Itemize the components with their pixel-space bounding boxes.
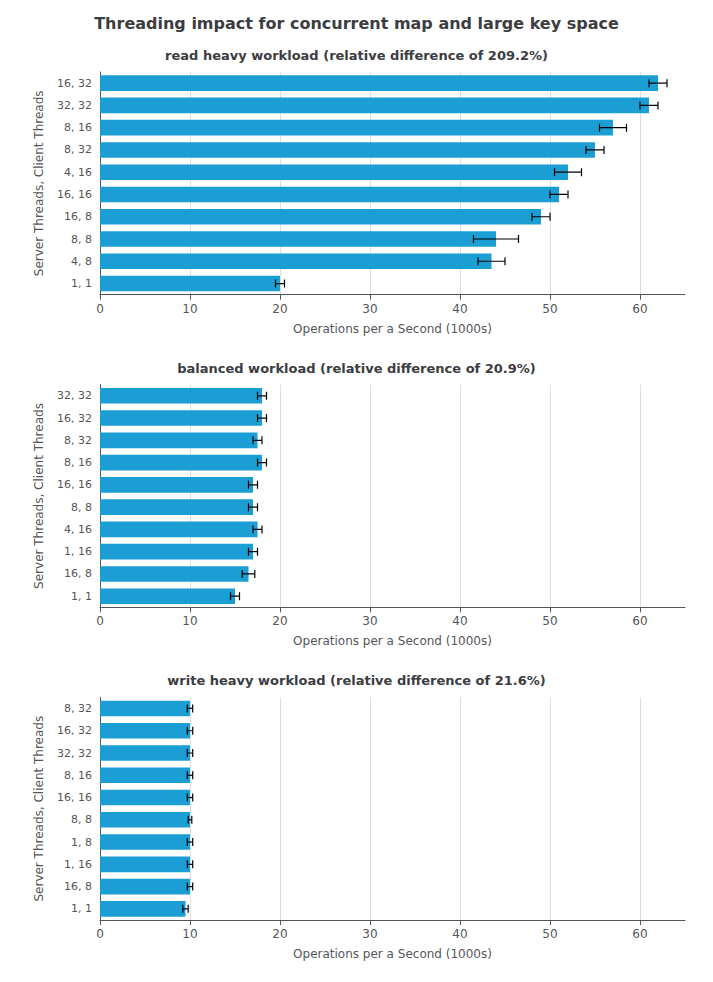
svg-text:write heavy workload (relative: write heavy workload (relative differenc… bbox=[167, 673, 545, 688]
svg-text:8, 32: 8, 32 bbox=[64, 143, 92, 156]
svg-text:8, 32: 8, 32 bbox=[64, 434, 92, 447]
svg-text:60: 60 bbox=[632, 302, 647, 316]
svg-text:8, 8: 8, 8 bbox=[71, 813, 92, 826]
svg-text:16, 8: 16, 8 bbox=[64, 880, 92, 893]
svg-text:1, 1: 1, 1 bbox=[71, 590, 92, 603]
svg-text:20: 20 bbox=[272, 614, 287, 628]
svg-text:Operations per a Second (1000s: Operations per a Second (1000s) bbox=[293, 322, 492, 336]
svg-text:16, 16: 16, 16 bbox=[57, 478, 92, 491]
svg-text:Threading impact for concurren: Threading impact for concurrent map and … bbox=[94, 14, 619, 33]
svg-text:50: 50 bbox=[542, 302, 557, 316]
svg-text:30: 30 bbox=[362, 302, 377, 316]
svg-text:8, 16: 8, 16 bbox=[64, 456, 92, 469]
svg-text:16, 8: 16, 8 bbox=[64, 567, 92, 580]
svg-text:16, 16: 16, 16 bbox=[57, 188, 92, 201]
svg-text:16, 8: 16, 8 bbox=[64, 210, 92, 223]
svg-text:8, 16: 8, 16 bbox=[64, 769, 92, 782]
svg-text:40: 40 bbox=[452, 302, 467, 316]
svg-text:Server Threads, Client Threads: Server Threads, Client Threads bbox=[32, 90, 46, 276]
svg-text:Operations per a Second (1000s: Operations per a Second (1000s) bbox=[293, 634, 492, 648]
svg-text:10: 10 bbox=[182, 302, 197, 316]
svg-text:0: 0 bbox=[96, 614, 104, 628]
svg-text:32, 32: 32, 32 bbox=[57, 389, 92, 402]
svg-text:40: 40 bbox=[452, 614, 467, 628]
svg-text:16, 32: 16, 32 bbox=[57, 412, 92, 425]
svg-text:0: 0 bbox=[96, 927, 104, 941]
svg-text:60: 60 bbox=[632, 927, 647, 941]
svg-text:4, 16: 4, 16 bbox=[64, 523, 92, 536]
svg-text:0: 0 bbox=[96, 302, 104, 316]
svg-text:50: 50 bbox=[542, 927, 557, 941]
svg-text:16, 16: 16, 16 bbox=[57, 791, 92, 804]
svg-text:16, 32: 16, 32 bbox=[57, 724, 92, 737]
svg-text:32, 32: 32, 32 bbox=[57, 747, 92, 760]
svg-text:32, 32: 32, 32 bbox=[57, 99, 92, 112]
svg-text:40: 40 bbox=[452, 927, 467, 941]
svg-text:Operations per a Second (1000s: Operations per a Second (1000s) bbox=[293, 947, 492, 961]
svg-text:1, 16: 1, 16 bbox=[64, 545, 92, 558]
svg-text:30: 30 bbox=[362, 927, 377, 941]
svg-text:8, 8: 8, 8 bbox=[71, 501, 92, 514]
svg-text:Server Threads, Client Threads: Server Threads, Client Threads bbox=[32, 716, 46, 902]
svg-text:50: 50 bbox=[542, 614, 557, 628]
svg-text:8, 8: 8, 8 bbox=[71, 233, 92, 246]
svg-text:1, 8: 1, 8 bbox=[71, 836, 92, 849]
svg-text:4, 8: 4, 8 bbox=[71, 255, 92, 268]
svg-text:60: 60 bbox=[632, 614, 647, 628]
svg-text:10: 10 bbox=[182, 614, 197, 628]
svg-text:Server Threads, Client Threads: Server Threads, Client Threads bbox=[32, 403, 46, 589]
svg-text:10: 10 bbox=[182, 927, 197, 941]
svg-text:1, 16: 1, 16 bbox=[64, 858, 92, 871]
svg-text:1, 1: 1, 1 bbox=[71, 277, 92, 290]
svg-text:balanced workload (relative di: balanced workload (relative difference o… bbox=[177, 361, 536, 376]
svg-text:8, 32: 8, 32 bbox=[64, 702, 92, 715]
svg-text:read heavy workload (relative: read heavy workload (relative difference… bbox=[165, 48, 548, 63]
svg-text:1, 1: 1, 1 bbox=[71, 902, 92, 915]
svg-text:20: 20 bbox=[272, 927, 287, 941]
svg-text:8, 16: 8, 16 bbox=[64, 121, 92, 134]
svg-text:16, 32: 16, 32 bbox=[57, 77, 92, 90]
svg-text:4, 16: 4, 16 bbox=[64, 166, 92, 179]
svg-text:30: 30 bbox=[362, 614, 377, 628]
svg-text:20: 20 bbox=[272, 302, 287, 316]
